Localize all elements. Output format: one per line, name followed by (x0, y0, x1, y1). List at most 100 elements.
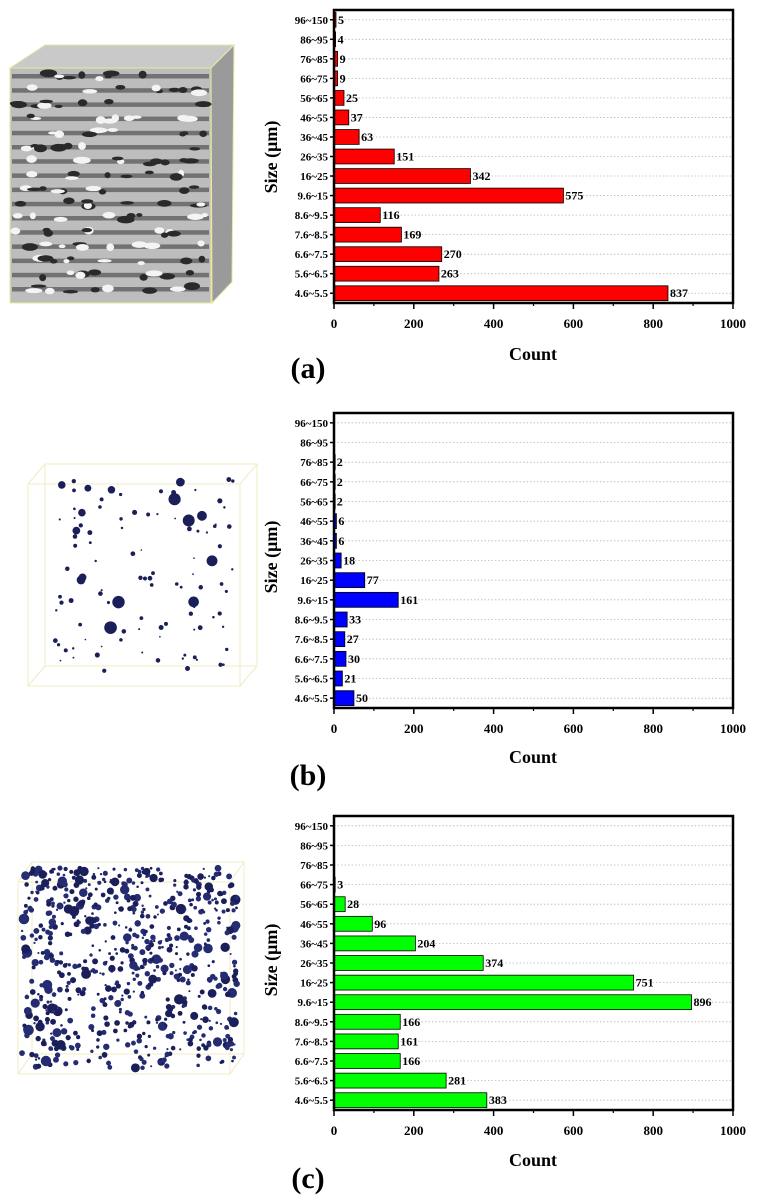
thumb-b-pore (206, 555, 218, 567)
thumb-c-pore (29, 989, 36, 995)
thumb-c-pore (115, 952, 119, 955)
thumb-c-pore (131, 971, 135, 975)
thumb-c-pore (215, 908, 218, 912)
thumb-a-pore (160, 232, 169, 238)
thumb-c-pore (187, 1040, 194, 1047)
thumb-c-pore (121, 881, 126, 886)
category-label-c-9: 9.6~15 (298, 997, 329, 1009)
thumb-c-pore (211, 875, 216, 881)
thumb-a-pore (150, 158, 163, 165)
thumb-c-pore (57, 865, 63, 871)
x-tick-label-c-1: 200 (404, 1123, 424, 1138)
bar-c-5 (333, 915, 373, 932)
thumb-c-pore (112, 867, 116, 871)
panel-c-label: (c) (291, 1162, 324, 1195)
thumb-c-pore (153, 939, 156, 943)
panel-c-ylabel: Size (μm) (261, 924, 282, 997)
thumb-c-pore (45, 910, 52, 917)
thumb-a-pore (187, 213, 204, 220)
thumb-c-pore (91, 874, 97, 880)
bar-c-12 (333, 1053, 401, 1069)
thumb-c-pore (33, 927, 40, 934)
thumb-c-pore (81, 986, 87, 992)
thumb-c-pore (115, 901, 119, 905)
thumb-c-pore (45, 929, 51, 935)
thumb-c-pore (141, 936, 145, 940)
bar-c-6 (333, 935, 416, 952)
thumb-c-pore (132, 977, 137, 982)
thumb-a-pore (116, 215, 135, 224)
x-tick-label-b-0: 0 (331, 721, 338, 736)
thumb-c-pore (212, 1037, 223, 1047)
thumb-c-pore (46, 901, 52, 907)
thumb-c-pore (137, 869, 142, 874)
thumb-c-pore (91, 1006, 96, 1011)
thumb-a-pore (11, 101, 27, 109)
thumb-c-pore (127, 1024, 132, 1029)
thumb-b-pore (102, 668, 107, 673)
thumb-c-pore (232, 1055, 236, 1060)
thumb-c-pore (176, 927, 181, 932)
thumb-c-pore (235, 906, 238, 910)
thumb-c-pore (107, 1064, 113, 1070)
thumb-c-pore (166, 925, 171, 931)
thumb-c-pore (48, 953, 54, 959)
thumb-c-pore (213, 897, 217, 901)
thumb-c-pore (219, 891, 224, 896)
thumb-c-pore (224, 930, 230, 936)
bar-a-12 (333, 246, 443, 262)
thumb-b-pore (53, 638, 58, 643)
thumb-c-pore (191, 898, 195, 902)
thumb-c-pore (102, 1053, 107, 1058)
thumb-b-pore (223, 506, 226, 509)
thumb-b-pore (156, 513, 159, 516)
category-label-b-14: 4.6~5.5 (295, 693, 329, 705)
thumb-c-pore (71, 875, 76, 880)
thumb-a-pore (196, 202, 206, 207)
thumb-b-pore (119, 638, 123, 642)
thumb-c-pore (98, 948, 102, 952)
thumb-a-pore (181, 131, 189, 136)
thumb-c-pore (111, 986, 117, 993)
thumb-c-pore (96, 1045, 100, 1049)
data-label-b-12: 30 (348, 652, 360, 666)
thumb-a-pore (75, 271, 86, 279)
thumb-c-pore (92, 872, 96, 876)
thumb-c-pore (38, 923, 44, 928)
thumb-c-pore (49, 957, 56, 963)
thumb-c-pore (110, 935, 116, 940)
category-label-a-13: 5.6~6.5 (295, 269, 329, 281)
thumb-c-pore (120, 961, 124, 965)
thumb-b-pore (119, 517, 123, 521)
thumb-c-pore (144, 929, 148, 934)
bar-b-13 (333, 670, 343, 687)
thumb-c-pore (121, 994, 124, 997)
thumb-c-pore (227, 1036, 234, 1043)
bar-b-11 (333, 631, 346, 648)
category-label-b-6: 36~45 (300, 536, 328, 548)
thumb-c-pore (205, 926, 212, 933)
thumb-c-pore (133, 893, 142, 902)
thumb-c-pore (233, 971, 239, 977)
category-label-c-0: 96~150 (295, 821, 329, 833)
category-label-c-1: 86~95 (300, 840, 328, 852)
thumb-c-pore (96, 1038, 100, 1042)
thumb-c-pore (46, 885, 50, 889)
thumb-c-pore (33, 1015, 39, 1022)
data-label-b-7: 18 (343, 554, 355, 568)
thumb-c-pore (192, 888, 197, 892)
thumb-a-pore (145, 270, 163, 277)
thumb-c-pore (102, 1002, 108, 1008)
data-label-a-6: 63 (361, 130, 373, 144)
thumb-c-pore (35, 890, 38, 893)
data-label-b-6: 6 (338, 534, 344, 548)
thumb-c-pore (140, 1065, 145, 1071)
thumb-c-pore (199, 1038, 202, 1042)
thumb-c-pore (118, 906, 124, 912)
thumb-c-pore (229, 952, 232, 956)
panel-a-ylabel: Size (μm) (261, 121, 282, 194)
thumb-c-pore (148, 894, 152, 898)
thumb-c-pore (224, 1025, 229, 1030)
thumb-c-pore (183, 884, 189, 890)
thumb-c-pore (133, 1049, 139, 1054)
